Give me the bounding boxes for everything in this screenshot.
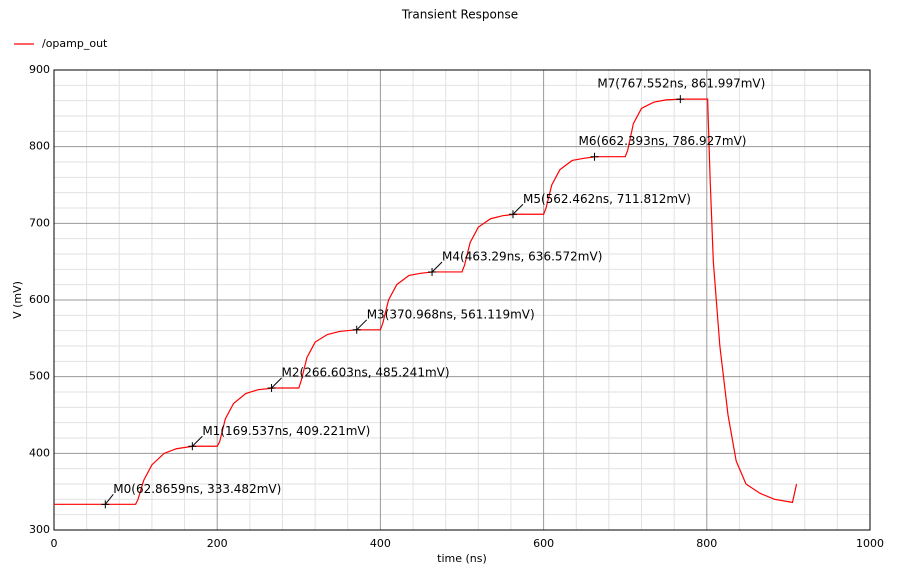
marker-leader: [356, 319, 368, 331]
marker-leader: [191, 435, 203, 447]
marker-point: [590, 152, 599, 161]
plot-border: [53, 69, 871, 531]
y-tick-label: 700: [29, 216, 50, 229]
y-tick-label: 800: [29, 140, 50, 153]
y-tick-label: 400: [29, 446, 50, 459]
marker-label: M4(463.29ns, 636.572mV): [442, 249, 602, 263]
chart-title: Transient Response: [401, 8, 518, 22]
x-tick-label: 800: [696, 537, 717, 550]
y-tick-label: 500: [29, 370, 50, 383]
marker-leader: [271, 377, 282, 389]
marker-point: [352, 325, 361, 334]
legend-label: /opamp_out: [42, 37, 108, 50]
x-tick-label: 600: [533, 537, 554, 550]
x-tick-label: 200: [207, 537, 228, 550]
x-tick-label: 400: [370, 537, 391, 550]
x-axis-label: time (ns): [437, 552, 487, 565]
marker-label: M0(62.8659ns, 333.482mV): [113, 482, 281, 496]
marker-leader: [431, 261, 443, 273]
marker-leader: [104, 494, 114, 505]
series-line: [54, 98, 798, 505]
marker-point: [267, 383, 276, 392]
y-axis-label: V (mV): [11, 281, 24, 319]
marker-label: M6(662.393ns, 786.927mV): [579, 134, 747, 148]
marker-label: M2(266.603ns, 485.241mV): [282, 365, 450, 379]
marker-leader: [512, 203, 524, 215]
marker-point: [188, 442, 197, 451]
y-tick-label: 300: [29, 523, 50, 536]
marker-label: M5(562.462ns, 711.812mV): [523, 192, 691, 206]
marker-label: M1(169.537ns, 409.221mV): [202, 424, 370, 438]
x-tick-label: 0: [51, 537, 58, 550]
marker-label: M3(370.968ns, 561.119mV): [367, 307, 535, 321]
y-tick-label: 900: [29, 63, 50, 76]
x-tick-label: 1000: [856, 537, 884, 550]
marker-point: [676, 95, 685, 104]
y-tick-label: 600: [29, 293, 50, 306]
marker-label: M7(767.552ns, 861.997mV): [597, 77, 765, 91]
